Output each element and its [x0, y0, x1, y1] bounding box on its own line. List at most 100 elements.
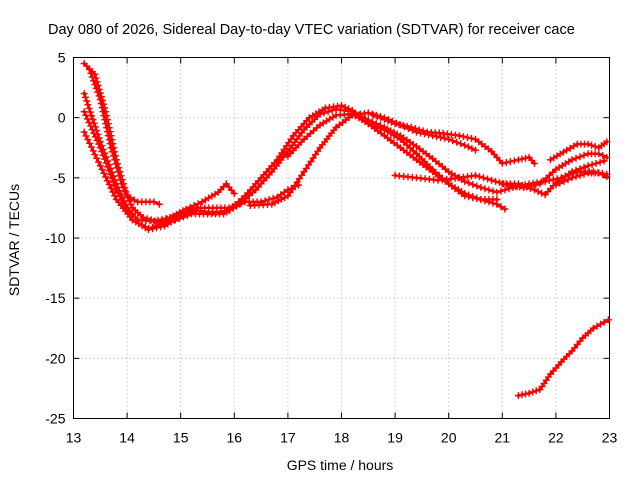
- data-point: [548, 158, 553, 162]
- series-markers: [547, 138, 611, 164]
- data-point: [463, 194, 467, 198]
- data-point: [211, 206, 215, 210]
- data-point: [500, 161, 504, 165]
- data-point: [82, 130, 86, 134]
- data-point: [441, 131, 445, 135]
- data-point: [495, 197, 499, 202]
- y-axis-label: SDTVAR / TECUs: [6, 184, 22, 296]
- y-tick-label: -10: [45, 230, 65, 246]
- data-point: [393, 122, 397, 126]
- data-point: [323, 106, 328, 110]
- data-point: [350, 112, 354, 116]
- data-point: [366, 111, 370, 115]
- series-markers: [514, 316, 612, 400]
- data-point: [318, 146, 322, 150]
- data-point: [259, 200, 263, 204]
- data-point: [318, 123, 322, 127]
- data-point: [302, 128, 306, 132]
- data-point: [232, 191, 236, 196]
- data-point: [398, 146, 403, 150]
- data-point: [382, 134, 386, 138]
- x-tick-label: 17: [280, 430, 296, 446]
- data-point: [495, 190, 499, 194]
- data-point: [606, 318, 611, 322]
- series-9: [370, 111, 538, 167]
- data-point: [605, 155, 609, 159]
- data-point: [414, 176, 419, 180]
- data-point: [586, 171, 590, 175]
- data-point: [98, 146, 102, 150]
- data-point: [538, 388, 542, 392]
- data-point: [457, 176, 462, 180]
- x-tick-label: 19: [387, 430, 403, 446]
- data-point: [216, 190, 220, 194]
- data-point: [538, 182, 542, 186]
- data-point: [254, 188, 258, 192]
- data-point: [570, 349, 574, 353]
- y-tick-label: 0: [58, 110, 66, 126]
- data-point: [447, 137, 451, 141]
- data-point: [366, 122, 370, 126]
- data-point: [489, 178, 494, 182]
- data-point: [82, 61, 86, 66]
- data-point: [565, 148, 569, 152]
- data-point: [597, 152, 601, 156]
- x-tick-label: 20: [441, 430, 457, 446]
- data-point: [500, 182, 504, 186]
- data-point: [398, 134, 403, 138]
- data-point: [570, 176, 574, 180]
- data-point: [527, 155, 531, 159]
- data-point: [393, 173, 397, 178]
- data-point: [463, 143, 467, 147]
- data-point: [200, 200, 204, 204]
- data-point: [532, 161, 537, 165]
- data-point: [382, 128, 386, 132]
- data-point: [479, 197, 483, 202]
- data-point: [152, 200, 156, 204]
- y-tick-label: -15: [45, 290, 65, 306]
- series-14: [514, 316, 612, 400]
- data-point: [302, 170, 306, 174]
- data-point: [87, 67, 92, 72]
- data-point: [570, 170, 574, 174]
- series-12: [552, 169, 611, 189]
- data-point: [532, 188, 537, 192]
- data-point: [286, 154, 290, 158]
- data-point: [286, 188, 290, 192]
- data-point: [414, 144, 419, 149]
- data-point: [114, 188, 118, 192]
- data-point: [586, 142, 590, 146]
- data-point: [503, 207, 507, 211]
- data-point: [398, 137, 403, 141]
- data-point: [173, 218, 177, 222]
- data-point: [114, 197, 118, 202]
- data-point: [570, 158, 574, 162]
- data-point: [447, 182, 451, 186]
- data-point: [605, 140, 609, 144]
- y-axis: 5 0 -5 -10 -15 -20 -25: [45, 50, 610, 427]
- data-point: [489, 149, 494, 153]
- data-point: [473, 148, 478, 152]
- data-point: [98, 98, 102, 102]
- data-point: [82, 92, 86, 96]
- y-tick-label: -5: [53, 170, 66, 186]
- x-axis-label: GPS time / hours: [287, 457, 394, 473]
- data-point: [248, 203, 252, 208]
- data-point: [548, 372, 553, 376]
- data-point: [414, 158, 419, 162]
- data-point: [527, 391, 531, 395]
- data-point: [98, 164, 102, 168]
- data-point: [586, 152, 590, 156]
- data-point: [334, 125, 338, 129]
- grid: [73, 57, 610, 419]
- x-tick-label: 13: [66, 430, 82, 446]
- data-point: [581, 336, 585, 340]
- data-point: [554, 167, 558, 172]
- data-point: [516, 394, 520, 398]
- data-point: [516, 158, 520, 162]
- data-point: [307, 116, 311, 120]
- y-tick-label: -20: [45, 350, 65, 366]
- data-point: [334, 113, 338, 117]
- series-markers: [370, 111, 538, 167]
- data-point: [366, 118, 370, 122]
